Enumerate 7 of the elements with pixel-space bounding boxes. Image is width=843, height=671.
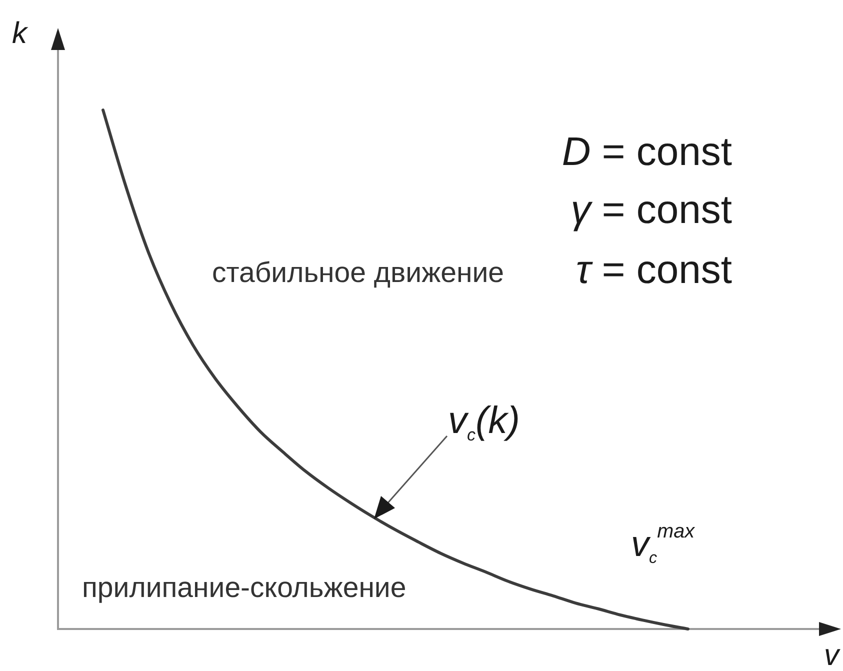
annotation: γ = const <box>570 188 732 232</box>
annotation: D = const <box>562 130 732 174</box>
annotation: τ = const <box>576 248 732 292</box>
annotation: прилипание-скольжение <box>82 572 406 604</box>
x-axis-title: v <box>824 639 841 671</box>
annotation: стабильное движение <box>212 257 504 289</box>
y-axis-title: k <box>12 17 29 50</box>
